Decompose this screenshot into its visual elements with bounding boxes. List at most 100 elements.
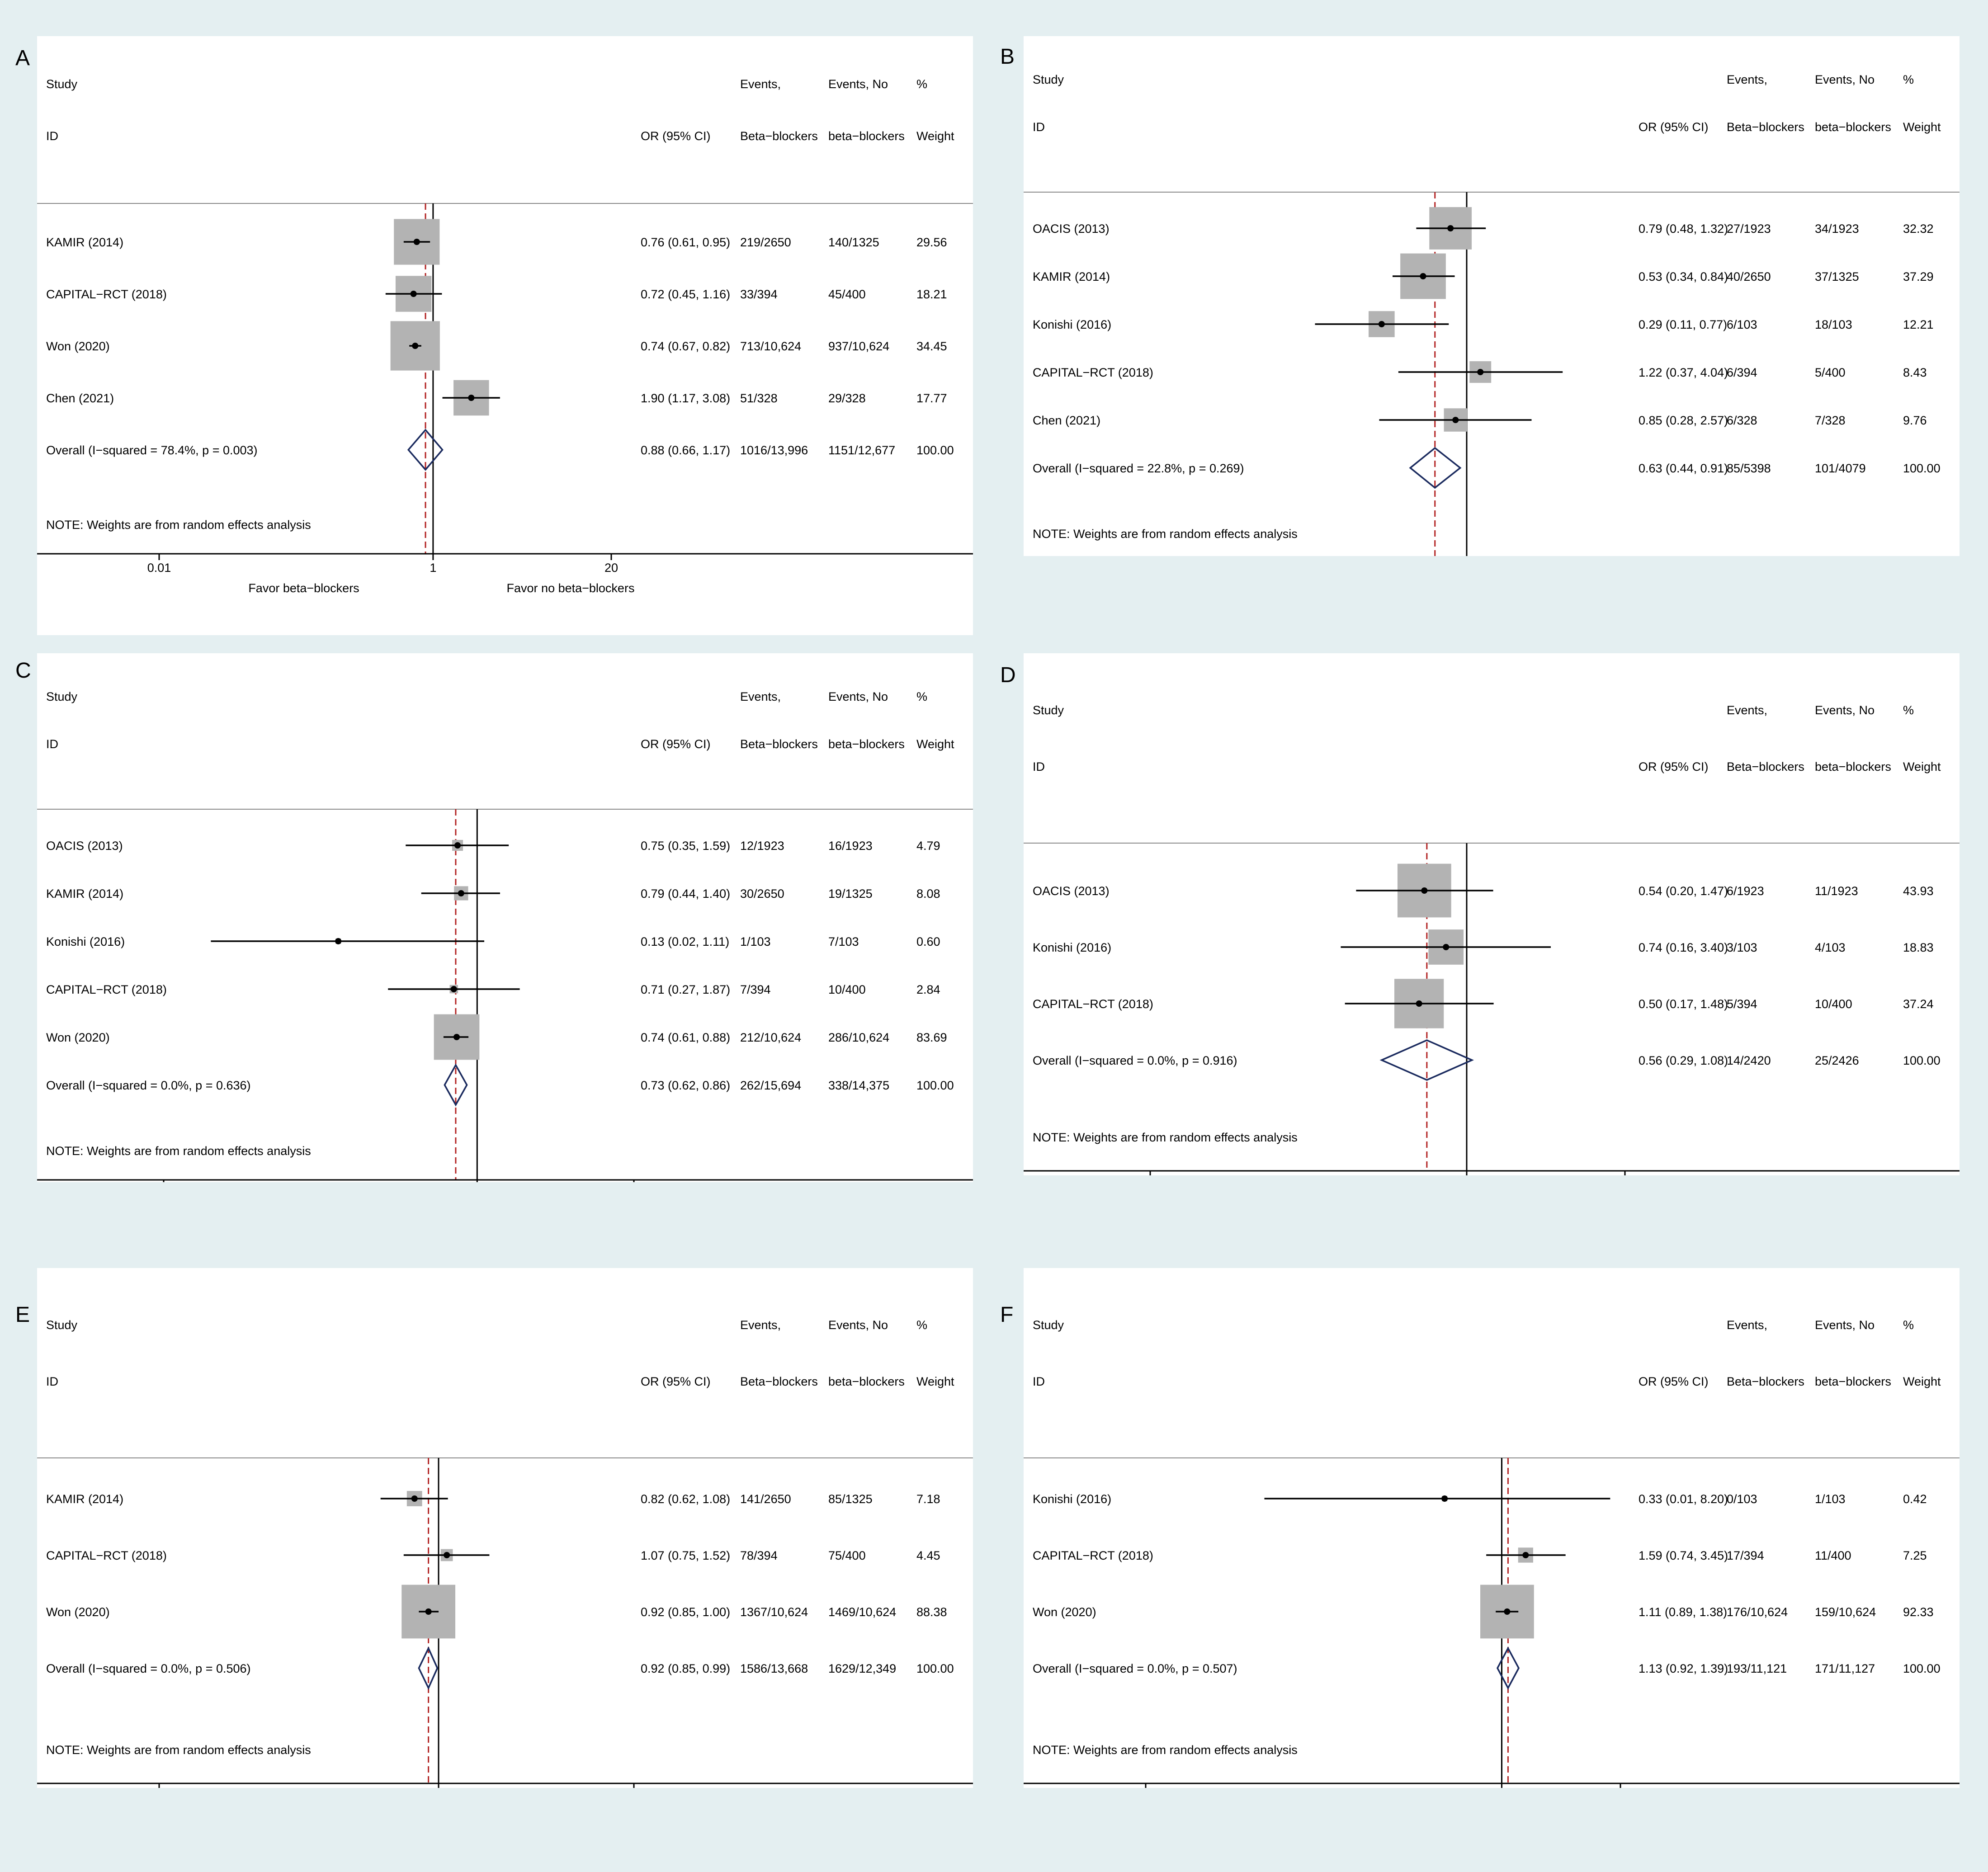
overall-or: 0.56 (0.29, 1.08): [1639, 1054, 1728, 1067]
header-events-nobb: Events, No: [1815, 1318, 1875, 1332]
weights-note: NOTE: Weights are from random effects an…: [1033, 1743, 1298, 1757]
study-events-bb: 30/2650: [740, 887, 784, 901]
study-or: 0.79 (0.44, 1.40): [641, 887, 730, 901]
favor-right-label: Favor no beta−blockers: [507, 581, 635, 595]
overall-events-nobb: 171/11,127: [1815, 1662, 1875, 1675]
study-or: 0.74 (0.16, 3.40): [1639, 941, 1728, 954]
panel-label: D: [1000, 663, 1016, 687]
study-name: CAPITAL−RCT (2018): [46, 983, 167, 996]
x-tick-label: 1: [430, 561, 436, 575]
overall-events-nobb: 338/14,375: [828, 1079, 889, 1092]
study-point: [453, 1034, 460, 1040]
study-point: [1522, 1552, 1529, 1558]
study-or: 1.90 (1.17, 3.08): [641, 391, 730, 405]
overall-or: 1.13 (0.92, 1.39): [1639, 1662, 1728, 1675]
study-point: [410, 291, 417, 297]
study-point: [1443, 944, 1450, 950]
study-or: 0.82 (0.62, 1.08): [641, 1492, 730, 1506]
forest-panel-a: A Study ID OR (95% CI) Events, Beta−blockers…: [15, 36, 973, 635]
study-events-bb: 78/394: [740, 1549, 778, 1562]
header-events-nobb-sub: beta−blockers: [1815, 120, 1891, 134]
overall-label: Overall (I−squared = 0.0%, p = 0.636): [46, 1079, 251, 1092]
header-weight: %: [916, 77, 927, 91]
study-events-nobb: 7/103: [828, 935, 859, 948]
study-point: [1378, 321, 1385, 327]
study-name: Won (2020): [46, 1605, 110, 1619]
study-events-nobb: 75/400: [828, 1549, 866, 1562]
header-events-bb-sub: Beta−blockers: [740, 129, 818, 143]
header-study: Study: [46, 690, 78, 703]
header-id: ID: [1033, 1375, 1045, 1388]
overall-events-bb: 85/5398: [1727, 462, 1771, 475]
overall-or: 0.73 (0.62, 0.86): [641, 1079, 730, 1092]
overall-events-bb: 1016/13,996: [740, 443, 808, 457]
study-events-bb: 40/2650: [1727, 270, 1771, 283]
overall-weight: 100.00: [1903, 1054, 1941, 1067]
study-point: [413, 239, 420, 245]
forest-plot-d: Study ID OR (95% CI) Events, Beta−blockers Ev…: [1024, 703, 1960, 1175]
study-weight: 0.60: [916, 935, 940, 948]
study-weight: 43.93: [1903, 884, 1934, 898]
header-events-bb-sub: Beta−blockers: [1727, 120, 1804, 134]
study-events-nobb: 11/1923: [1815, 884, 1858, 898]
header-events-bb-sub: Beta−blockers: [740, 1375, 818, 1388]
forest-plot-a: Study ID OR (95% CI) Events, Beta−blockers Ev…: [37, 77, 973, 595]
study-point: [1504, 1608, 1511, 1615]
study-weight: 8.43: [1903, 366, 1927, 379]
study-name: KAMIR (2014): [46, 236, 123, 249]
overall-events-bb: 14/2420: [1727, 1054, 1771, 1067]
study-events-nobb: 1/103: [1815, 1492, 1846, 1506]
header-events-nobb: Events, No: [828, 77, 888, 91]
overall-events-nobb: 25/2426: [1815, 1054, 1859, 1067]
study-events-bb: 5/394: [1727, 997, 1757, 1011]
study-events-nobb: 11/400: [1815, 1549, 1851, 1562]
panel-label: B: [1000, 45, 1015, 69]
study-events-bb: 6/328: [1727, 414, 1757, 427]
study-point: [425, 1608, 432, 1615]
study-weight: 37.29: [1903, 270, 1934, 283]
header-events-nobb: Events, No: [828, 1318, 888, 1332]
forest-panel-e: E Study ID OR (95% CI) Events, Beta−blockers…: [15, 1268, 973, 1788]
header-or: OR (95% CI): [641, 129, 711, 143]
header-events-bb: Events,: [740, 690, 781, 703]
study-or: 0.54 (0.20, 1.47): [1639, 884, 1728, 898]
study-events-bb: 219/2650: [740, 236, 791, 249]
study-point: [1441, 1495, 1448, 1502]
study-name: Won (2020): [1033, 1605, 1096, 1619]
study-events-bb: 1367/10,624: [740, 1605, 808, 1619]
study-weight: 4.45: [916, 1549, 940, 1562]
overall-events-bb: 1586/13,668: [740, 1662, 808, 1675]
study-events-bb: 51/328: [740, 391, 778, 405]
study-events-nobb: 1469/10,624: [828, 1605, 896, 1619]
header-events-bb: Events,: [740, 1318, 781, 1332]
study-name: Konishi (2016): [1033, 1492, 1111, 1506]
header-weight: %: [1903, 73, 1914, 86]
overall-weight: 100.00: [916, 1079, 954, 1092]
header-weight: %: [916, 1318, 927, 1332]
panel-label: E: [15, 1303, 30, 1327]
study-events-nobb: 16/1923: [828, 839, 873, 853]
x-tick-label: 0.01: [147, 561, 171, 575]
overall-or: 0.88 (0.66, 1.17): [641, 443, 730, 457]
study-point: [450, 986, 457, 992]
panel-label: A: [15, 46, 30, 70]
weights-note: NOTE: Weights are from random effects an…: [1033, 527, 1298, 541]
forest-panel-f: F Study ID OR (95% CI) Events, Beta−blockers…: [1000, 1268, 1960, 1788]
study-events-bb: 0/103: [1727, 1492, 1757, 1506]
overall-weight: 100.00: [916, 1662, 954, 1675]
study-weight: 18.21: [916, 288, 947, 301]
study-name: OACIS (2013): [1033, 222, 1110, 236]
study-events-nobb: 159/10,624: [1815, 1605, 1876, 1619]
study-or: 0.72 (0.45, 1.16): [641, 288, 730, 301]
study-events-bb: 6/103: [1727, 318, 1757, 331]
forest-plot-c: Study ID OR (95% CI) Events, Beta−blockers Ev…: [37, 690, 973, 1182]
weights-note: NOTE: Weights are from random effects an…: [46, 518, 311, 532]
study-or: 0.29 (0.11, 0.77): [1639, 318, 1727, 331]
study-name: KAMIR (2014): [1033, 270, 1110, 283]
study-events-bb: 176/10,624: [1727, 1605, 1788, 1619]
study-events-nobb: 37/1325: [1815, 270, 1859, 283]
study-or: 1.07 (0.75, 1.52): [641, 1549, 730, 1562]
study-weight: 12.21: [1903, 318, 1934, 331]
study-name: Konishi (2016): [1033, 941, 1111, 954]
overall-weight: 100.00: [1903, 462, 1941, 475]
